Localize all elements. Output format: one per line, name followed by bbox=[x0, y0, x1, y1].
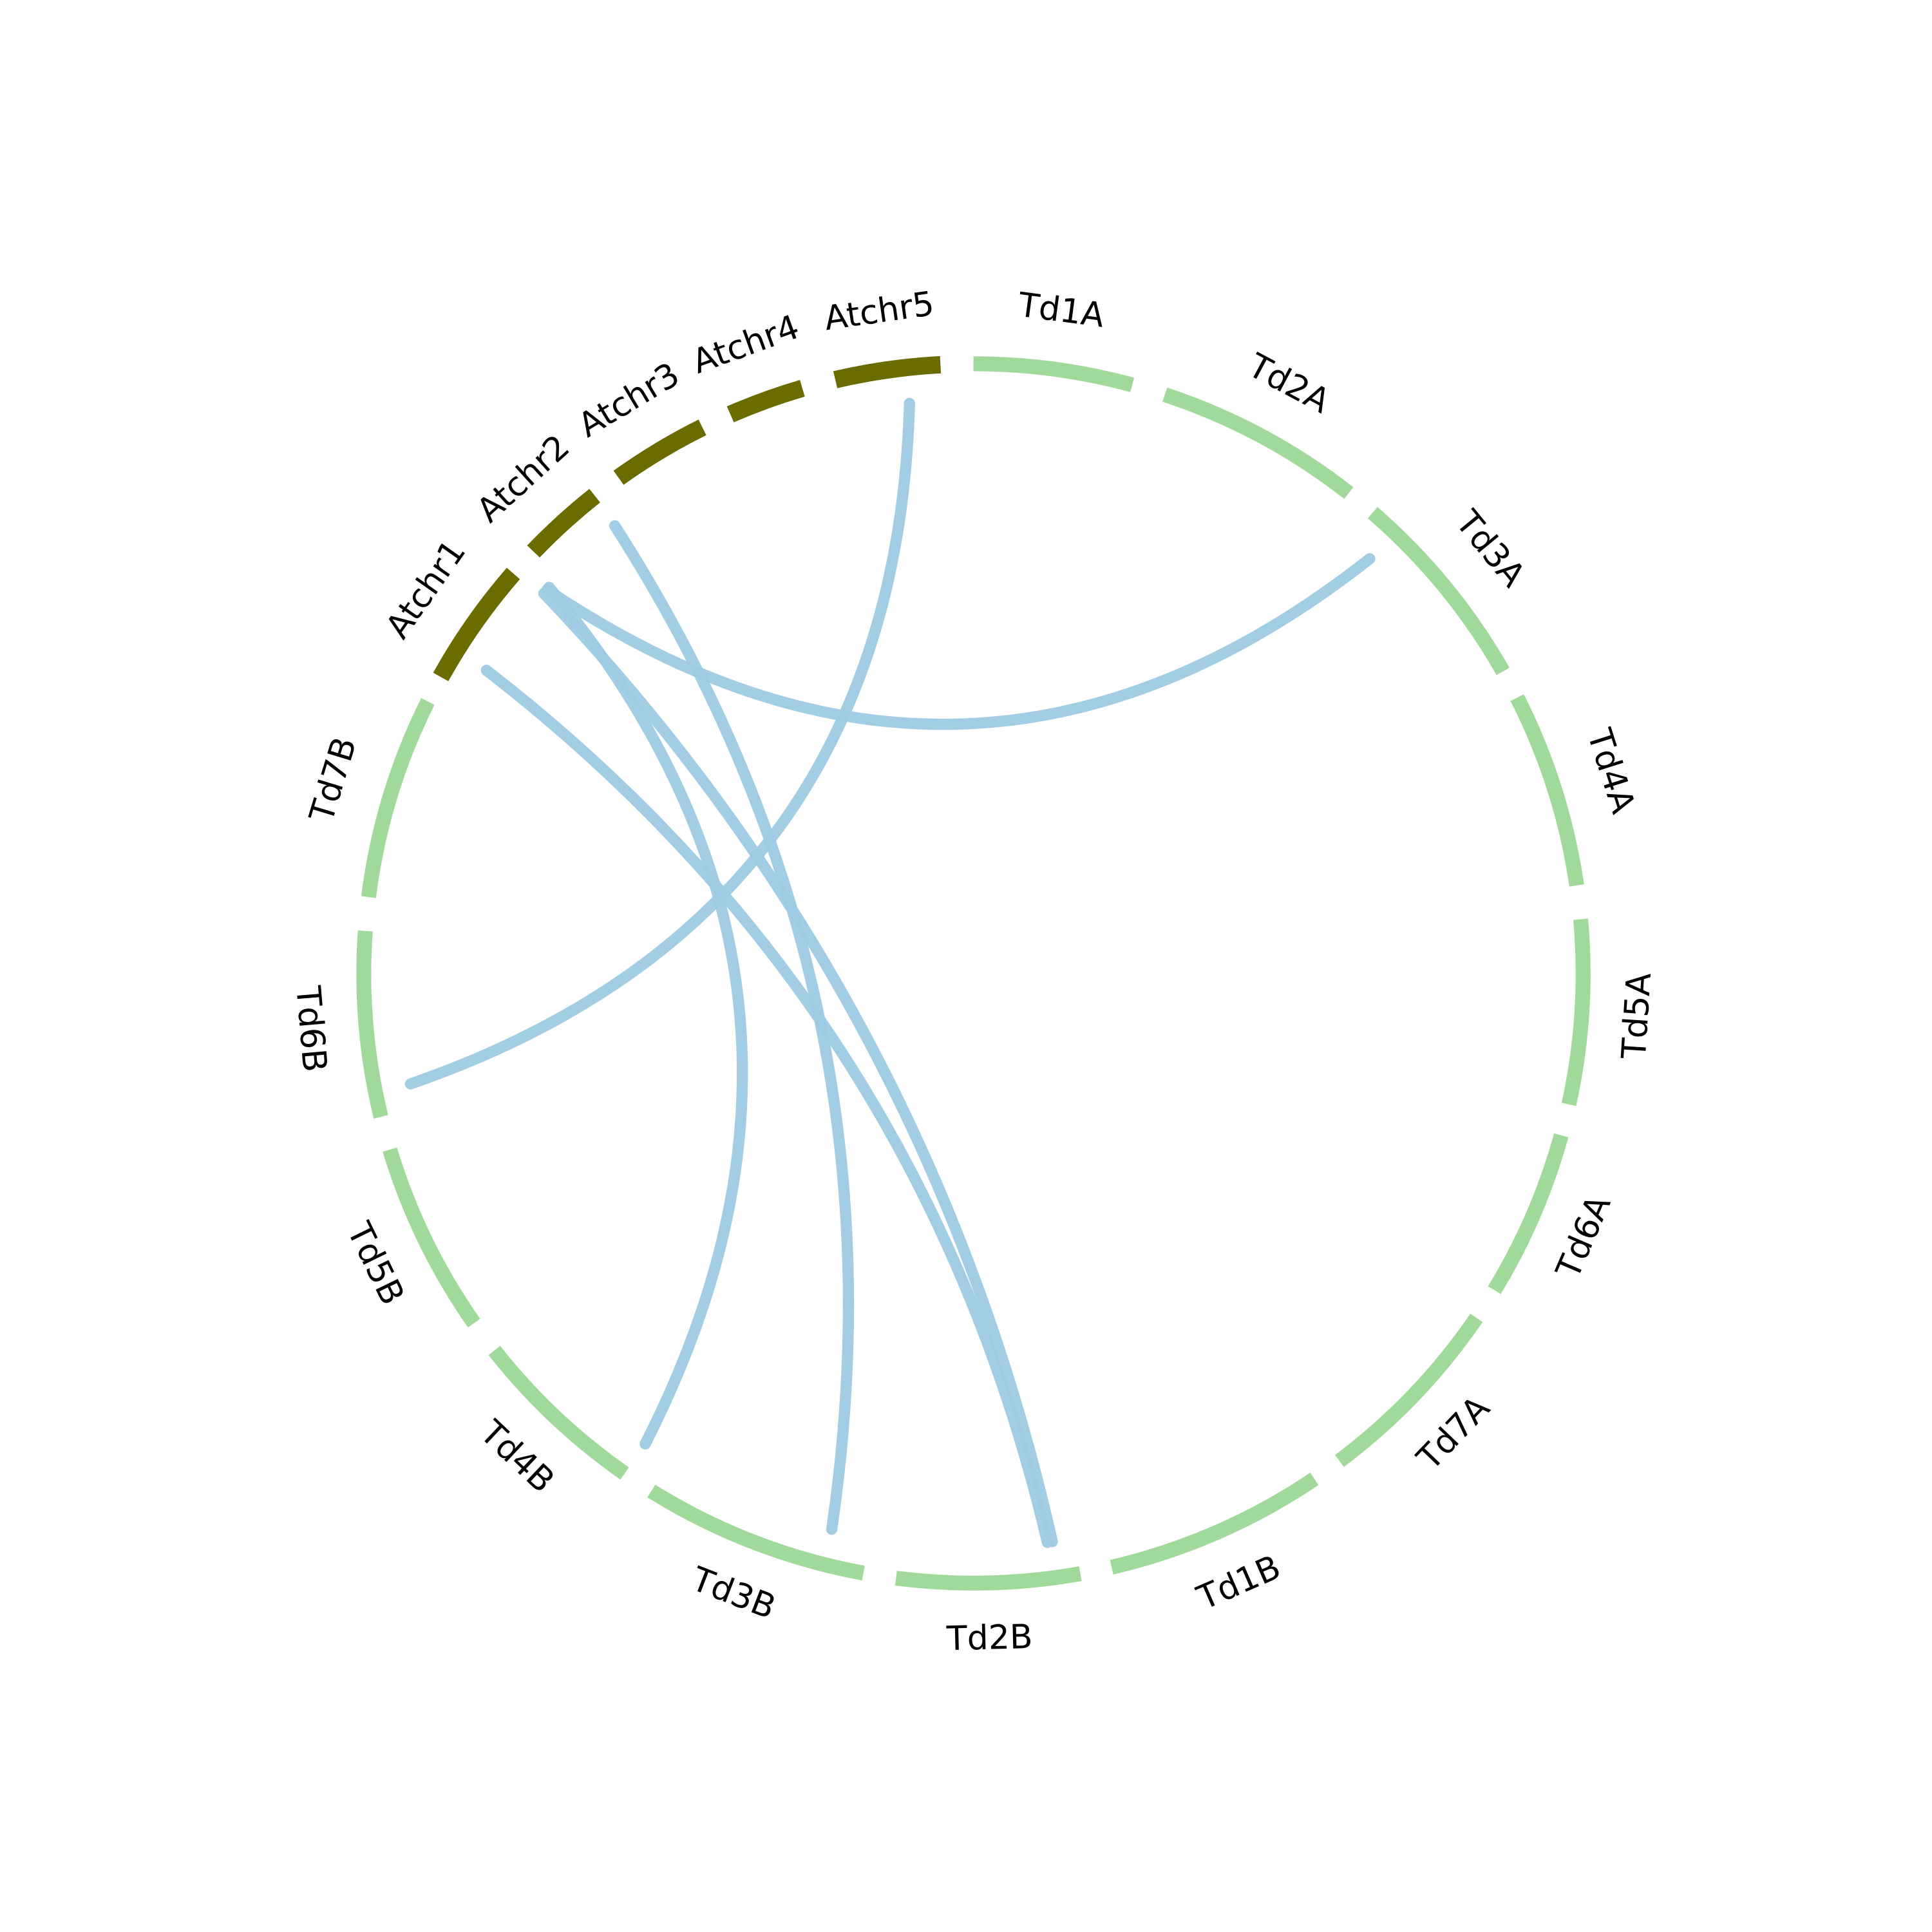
segment-arc bbox=[383, 1147, 480, 1328]
segment-arc bbox=[726, 380, 805, 422]
segment-label: Td1A bbox=[1016, 286, 1107, 336]
segment-label: Atchr5 bbox=[822, 285, 936, 339]
segment-arc bbox=[356, 930, 388, 1119]
segment-label: Td1B bbox=[1191, 1548, 1286, 1618]
segment-label: Td2B bbox=[945, 1618, 1033, 1658]
segment-label: Td5A bbox=[1615, 971, 1659, 1060]
segment-arc bbox=[647, 1484, 865, 1581]
link bbox=[538, 587, 1058, 1548]
segment-arc bbox=[1488, 1133, 1569, 1294]
segment-label: Td6A bbox=[1549, 1189, 1619, 1285]
link bbox=[404, 397, 915, 1090]
segment-label: Td2A bbox=[1242, 346, 1336, 422]
segment-label: Atchr3 bbox=[572, 355, 687, 446]
segment-label: Td5B bbox=[339, 1216, 412, 1311]
segment-arc bbox=[895, 1566, 1082, 1591]
segment-label: Atchr4 bbox=[687, 308, 804, 382]
segment-arc bbox=[1561, 918, 1591, 1106]
segment-arc bbox=[361, 698, 435, 898]
link bbox=[609, 520, 855, 1535]
segment-arc bbox=[1510, 694, 1584, 887]
segment-arc bbox=[833, 355, 942, 388]
link bbox=[480, 665, 1053, 1548]
segment-label: Td7A bbox=[1410, 1388, 1498, 1478]
segment-arc bbox=[613, 419, 706, 485]
segment-arc bbox=[1110, 1472, 1319, 1575]
segment-arc bbox=[433, 567, 520, 681]
segment-label: Atchr1 bbox=[379, 533, 473, 646]
link bbox=[541, 553, 1376, 730]
segment-label: Td4A bbox=[1579, 724, 1642, 819]
segment-label: Td4B bbox=[472, 1413, 562, 1501]
segment-arc bbox=[1335, 1313, 1483, 1467]
segment-label: Td6B bbox=[288, 984, 334, 1074]
segment-arc bbox=[1162, 387, 1354, 499]
segment-arc bbox=[527, 489, 600, 558]
segment-arc bbox=[973, 356, 1135, 392]
link bbox=[544, 582, 748, 1450]
segment-label: Td3A bbox=[1448, 503, 1533, 594]
segment-label: Td3B bbox=[686, 1560, 781, 1627]
segment-arc bbox=[488, 1345, 629, 1480]
segment-label: Td7B bbox=[302, 733, 364, 827]
segment-arc bbox=[1367, 507, 1510, 676]
